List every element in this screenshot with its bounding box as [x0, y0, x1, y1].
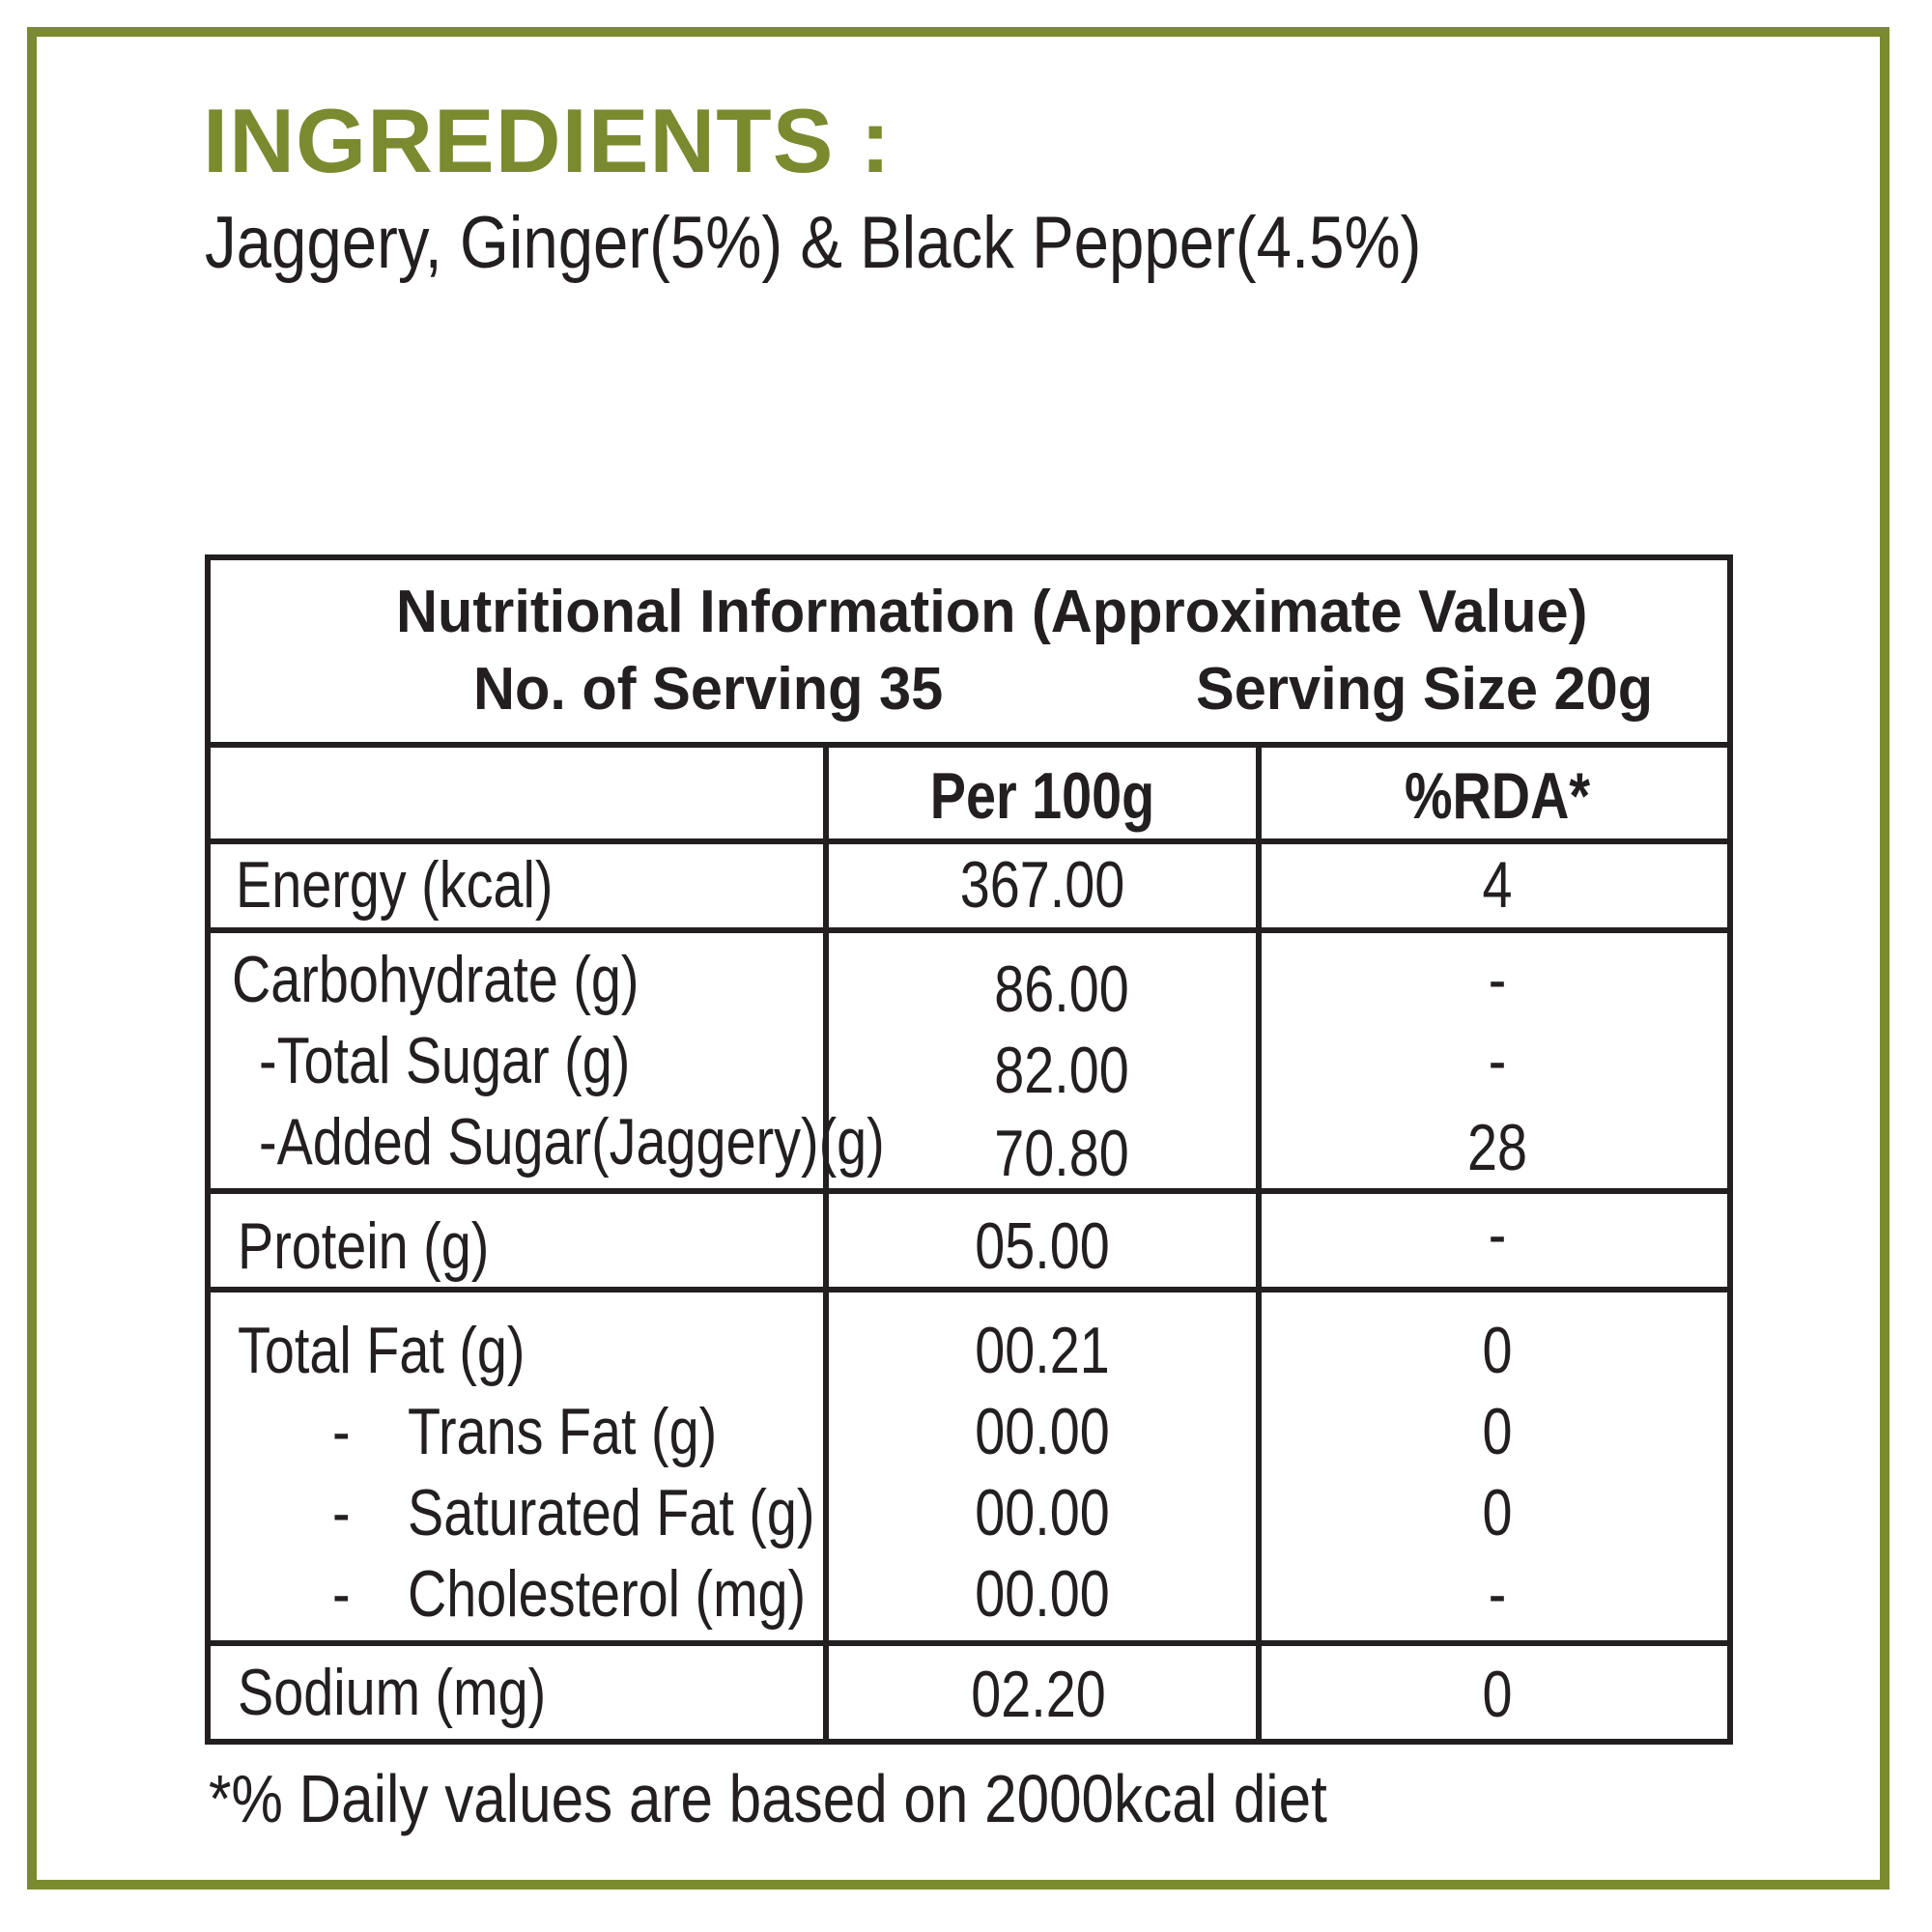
table-rule — [211, 1188, 1727, 1194]
column-header-per-100g: Per 100g — [929, 759, 1155, 833]
serving-size: Serving Size 20g — [1196, 656, 1654, 723]
nutrient-dash: - — [332, 1395, 351, 1468]
nutrient-label: -Added Sugar(Jaggery)(g) — [259, 1105, 885, 1179]
nutrient-rda: - — [1488, 1024, 1507, 1097]
nutrient-label: Total Fat (g) — [238, 1314, 526, 1387]
nutrient-label: Protein (g) — [238, 1209, 490, 1283]
nutrient-rda: 0 — [1482, 1658, 1513, 1731]
table-rule — [211, 927, 1727, 933]
nutrient-value: 02.20 — [971, 1658, 1106, 1731]
table-rule — [211, 1640, 1727, 1646]
nutrient-value: 00.21 — [975, 1314, 1110, 1387]
servings-count: No. of Serving 35 — [473, 656, 944, 723]
nutrient-label: Energy (kcal) — [236, 848, 554, 922]
nutrition-table: Nutritional Information (Approximate Val… — [205, 554, 1733, 1745]
nutrient-dash: - — [332, 1557, 351, 1631]
nutrient-rda: - — [1488, 1557, 1507, 1631]
nutrient-label: Sodium (mg) — [238, 1656, 547, 1729]
table-rule — [211, 1287, 1727, 1293]
ingredients-title: INGREDIENTS : — [203, 90, 892, 191]
nutrient-dash: - — [332, 1476, 351, 1549]
table-column-rule — [1256, 742, 1262, 1745]
nutrient-value: 00.00 — [975, 1395, 1110, 1468]
nutrient-value: 86.00 — [994, 952, 1129, 1026]
table-column-rule — [823, 742, 829, 1745]
table-rule — [211, 838, 1727, 844]
nutrient-value: 367.00 — [959, 848, 1125, 922]
column-header-rda: %RDA* — [1404, 759, 1591, 833]
nutrient-rda: - — [1488, 943, 1507, 1016]
nutrient-label: Carbohydrate (g) — [232, 943, 639, 1016]
nutrient-rda: 0 — [1482, 1314, 1513, 1387]
table-rule — [211, 742, 1727, 748]
nutrient-rda: 0 — [1482, 1476, 1513, 1549]
nutrient-rda: 4 — [1482, 848, 1513, 922]
footnote: *% Daily values are based on 2000kcal di… — [209, 1761, 1327, 1836]
nutrient-label: -Total Sugar (g) — [259, 1024, 631, 1097]
nutrient-value: 82.00 — [994, 1034, 1129, 1107]
nutrient-rda: 0 — [1482, 1395, 1513, 1468]
nutrient-value: 00.00 — [975, 1557, 1110, 1631]
nutrient-label: Saturated Fat (g) — [408, 1476, 815, 1549]
nutrient-value: 70.80 — [994, 1117, 1129, 1190]
nutrient-label: Trans Fat (g) — [408, 1395, 718, 1468]
nutrient-label: Cholesterol (mg) — [408, 1557, 807, 1631]
ingredients-text: Jaggery, Ginger(5%) & Black Pepper(4.5%) — [205, 202, 1422, 284]
nutrition-title: Nutritional Information (Approximate Val… — [396, 579, 1588, 645]
nutrient-rda: - — [1488, 1198, 1507, 1271]
nutrient-rda: 28 — [1466, 1111, 1528, 1184]
label-border — [27, 27, 1889, 1889]
nutrient-value: 00.00 — [975, 1476, 1110, 1549]
nutrient-value: 05.00 — [975, 1209, 1110, 1283]
